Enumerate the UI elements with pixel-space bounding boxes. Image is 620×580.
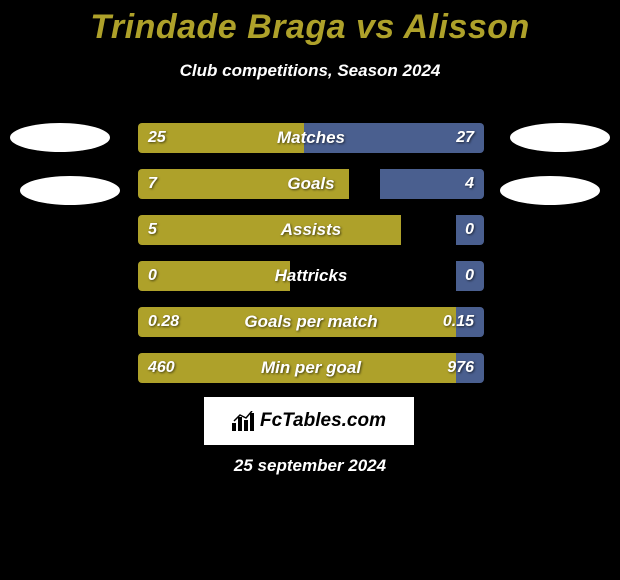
player-photo-right-2 — [500, 176, 600, 205]
stat-label: Assists — [138, 215, 484, 245]
stats-panel: 2527Matches 74Goals 50Assists 00Hattricks 0.… — [138, 123, 484, 399]
stat-row: 50Assists — [138, 215, 484, 245]
logo-text: FcTables.com — [232, 410, 386, 432]
player-photo-left-1 — [10, 123, 110, 152]
stat-label: Goals per match — [138, 307, 484, 337]
stat-row: 0.280.15Goals per match — [138, 307, 484, 337]
stat-label: Matches — [138, 123, 484, 153]
stat-label: Min per goal — [138, 353, 484, 383]
page-title: Trindade Braga vs Alisson — [0, 0, 620, 47]
chart-icon — [232, 411, 256, 431]
date-label: 25 september 2024 — [0, 456, 620, 476]
page-subtitle: Club competitions, Season 2024 — [0, 61, 620, 81]
comparison-infographic: Trindade Braga vs Alisson Club competiti… — [0, 0, 620, 580]
stat-row: 460976Min per goal — [138, 353, 484, 383]
stat-label: Goals — [138, 169, 484, 199]
logo-label: FcTables.com — [260, 410, 386, 432]
player-photo-right-1 — [510, 123, 610, 152]
player-photo-left-2 — [20, 176, 120, 205]
stat-row: 74Goals — [138, 169, 484, 199]
stat-row: 00Hattricks — [138, 261, 484, 291]
logo-box: FcTables.com — [204, 397, 414, 445]
stat-row: 2527Matches — [138, 123, 484, 153]
stat-label: Hattricks — [138, 261, 484, 291]
